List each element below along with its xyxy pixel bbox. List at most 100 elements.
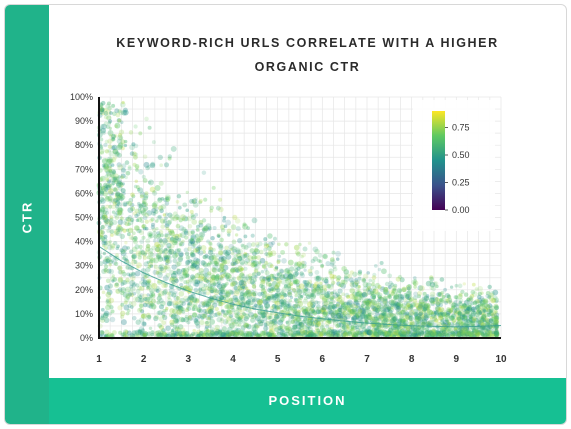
scatter-point xyxy=(189,252,195,258)
scatter-point xyxy=(184,273,190,278)
scatter-point xyxy=(347,331,353,337)
scatter-point xyxy=(223,283,228,288)
scatter-point xyxy=(306,282,312,288)
scatter-point xyxy=(190,259,195,265)
scatter-point xyxy=(352,271,358,277)
scatter-point xyxy=(195,297,200,302)
scatter-point xyxy=(170,217,175,222)
scatter-point xyxy=(275,282,281,287)
scatter-point xyxy=(257,262,261,266)
scatter-point xyxy=(288,281,294,286)
scatter-point xyxy=(335,332,341,338)
scatter-point xyxy=(453,328,458,334)
scatter-point xyxy=(405,302,411,308)
scatter-point xyxy=(465,327,471,333)
scatter-point xyxy=(445,319,449,324)
scatter-point xyxy=(271,294,276,299)
scatter-point xyxy=(438,297,444,303)
scatter-point xyxy=(140,277,145,282)
scatter-point xyxy=(225,303,232,310)
scatter-point xyxy=(421,302,426,307)
scatter-point xyxy=(304,311,311,317)
scatter-point xyxy=(122,228,127,233)
scatter-point xyxy=(257,319,262,324)
scatter-point xyxy=(151,207,157,214)
scatter-point xyxy=(292,271,299,278)
scatter-point xyxy=(345,306,349,311)
scatter-point xyxy=(275,294,280,300)
scatter-point xyxy=(407,305,414,312)
scatter-point xyxy=(346,324,350,329)
scatter-point xyxy=(486,326,491,332)
scatter-point xyxy=(225,259,231,265)
scatter-point xyxy=(339,314,344,319)
scatter-point xyxy=(105,103,111,109)
scatter-point xyxy=(456,331,463,338)
scatter-point xyxy=(315,275,322,282)
scatter-point xyxy=(125,277,130,283)
scatter-point xyxy=(389,319,395,324)
scatter-point xyxy=(118,270,124,275)
scatter-point xyxy=(308,271,314,277)
scatter-point xyxy=(171,264,177,270)
scatter-point xyxy=(482,332,489,338)
scatter-point xyxy=(471,306,476,311)
scatter-point xyxy=(232,262,236,267)
scatter-point xyxy=(422,326,426,331)
scatter-point xyxy=(164,264,170,270)
scatter-point xyxy=(314,281,320,287)
scatter-point xyxy=(251,242,256,247)
scatter-point xyxy=(312,332,316,336)
scatter-point xyxy=(169,236,175,242)
scatter-point xyxy=(162,275,169,282)
scatter-point xyxy=(177,205,182,210)
scatter-point xyxy=(355,306,362,313)
scatter-point xyxy=(303,268,307,272)
scatter-point xyxy=(319,288,324,293)
scatter-point xyxy=(493,331,499,337)
scatter-point xyxy=(120,146,125,151)
scatter-point xyxy=(224,291,230,298)
scatter-point xyxy=(351,316,355,320)
y-tick-label: 10% xyxy=(75,309,93,319)
scatter-point xyxy=(319,293,326,300)
scatter-point xyxy=(226,228,232,234)
scatter-point xyxy=(330,283,334,287)
scatter-point xyxy=(253,269,259,274)
scatter-point xyxy=(185,282,191,288)
scatter-point xyxy=(455,321,461,327)
scatter-point xyxy=(119,248,124,253)
scatter-point xyxy=(396,304,402,311)
scatter-point xyxy=(103,264,109,269)
scatter-point xyxy=(408,317,413,322)
scatter-point xyxy=(230,267,236,273)
scatter-point xyxy=(487,284,492,290)
scatter-point xyxy=(480,313,487,319)
scatter-point xyxy=(275,282,281,289)
scatter-point xyxy=(194,197,198,201)
scatter-point xyxy=(243,252,248,256)
scatter-point xyxy=(261,330,267,336)
scatter-point xyxy=(309,265,314,270)
scatter-point xyxy=(319,309,325,315)
scatter-point xyxy=(477,330,481,334)
scatter-point xyxy=(102,244,106,248)
scatter-point xyxy=(421,331,426,336)
scatter-point xyxy=(117,207,123,214)
scatter-point xyxy=(405,294,412,300)
scatter-point xyxy=(471,329,478,335)
scatter-point xyxy=(422,330,427,335)
scatter-point xyxy=(456,319,463,325)
scatter-point xyxy=(303,309,310,316)
scatter-point xyxy=(295,302,299,306)
scatter-point xyxy=(464,319,468,323)
scatter-point xyxy=(288,313,294,319)
scatter-point xyxy=(248,299,254,306)
scatter-point xyxy=(366,298,372,304)
scatter-point xyxy=(177,305,183,311)
scatter-point xyxy=(110,177,117,184)
scatter-point xyxy=(379,296,384,301)
scatter-point xyxy=(232,248,237,254)
scatter-point xyxy=(117,276,124,282)
scatter-point xyxy=(115,288,121,294)
